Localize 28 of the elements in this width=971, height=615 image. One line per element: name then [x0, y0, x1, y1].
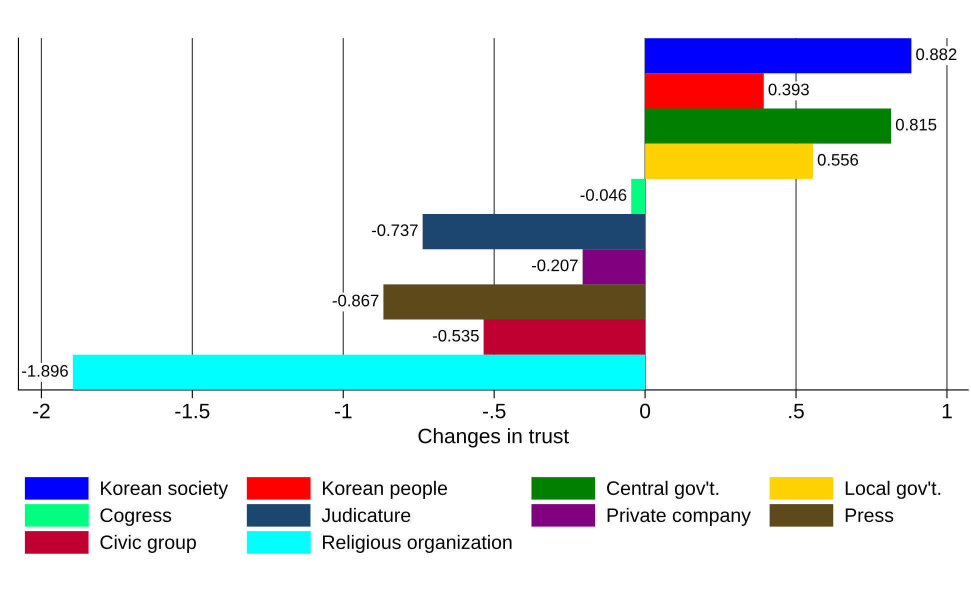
- legend-label: Religious organization: [323, 534, 512, 553]
- data-label: 0.882: [916, 48, 956, 60]
- legend-label: Press: [846, 508, 894, 522]
- legend-label: Central gov't.: [607, 480, 718, 499]
- data-label: -0.867: [332, 294, 378, 306]
- data-label: -0.046: [580, 189, 626, 201]
- data-label: 0.815: [896, 118, 936, 131]
- legend-label: Local gov't.: [846, 480, 940, 499]
- x-tick-label: 1: [942, 404, 952, 418]
- legend-label: Cogress: [100, 508, 172, 526]
- x-tick-label: -1.5: [175, 404, 210, 418]
- x-tick-label: -1: [334, 404, 352, 418]
- data-label: 0.393: [768, 84, 809, 96]
- legend-label: Judicature: [322, 508, 410, 522]
- data-label: 0.556: [818, 154, 858, 166]
- legend-label: Korean society: [101, 480, 228, 499]
- x-tick-label: -.5: [482, 404, 506, 418]
- x-tick-label: .5: [789, 404, 804, 418]
- x-tick-label: 0: [640, 404, 650, 418]
- legend-label: Civic group: [100, 534, 196, 553]
- data-label: -0.535: [432, 330, 479, 342]
- x-tick-label: -2: [33, 404, 50, 418]
- data-label: -0.737: [372, 224, 418, 236]
- legend-label: Private company: [608, 508, 751, 526]
- data-label: -1.896: [22, 364, 68, 377]
- legend-label: Korean people: [323, 480, 448, 499]
- x-axis-title: Changes in trust: [418, 428, 569, 448]
- data-label: -0.207: [532, 259, 578, 272]
